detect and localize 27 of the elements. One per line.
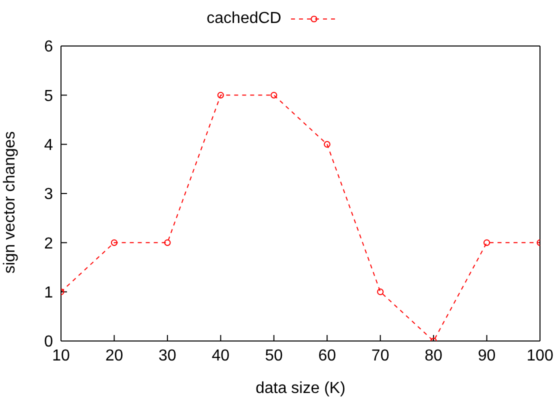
y-tick-label: 4 bbox=[44, 137, 54, 154]
y-tick-label: 3 bbox=[44, 186, 54, 204]
x-tick-label: 10 bbox=[52, 347, 70, 364]
legend-label: cachedCD bbox=[206, 10, 282, 28]
x-tick-label: 50 bbox=[264, 347, 283, 364]
point bbox=[164, 239, 171, 246]
x-tick-label: 100 bbox=[526, 347, 554, 364]
x-tick-label: 90 bbox=[478, 347, 496, 364]
point bbox=[270, 92, 278, 98]
point bbox=[377, 288, 384, 296]
y-tick-label: 2 bbox=[44, 235, 54, 252]
x-tick-label: 20 bbox=[105, 347, 124, 364]
y-tick-label: 5 bbox=[44, 88, 54, 105]
point bbox=[483, 239, 490, 246]
y-axis-title: sign vector changes bbox=[2, 131, 19, 274]
point bbox=[217, 92, 224, 98]
point bbox=[324, 141, 330, 148]
x-tick-label: 80 bbox=[424, 347, 443, 364]
y-tick-label: 1 bbox=[44, 284, 54, 302]
x-tick-label: 30 bbox=[158, 347, 176, 364]
point bbox=[110, 239, 118, 246]
x-tick-label: 40 bbox=[212, 347, 230, 364]
x-tick-label: 60 bbox=[318, 347, 336, 364]
x-axis-title: data size (K) bbox=[256, 380, 346, 397]
x-tick-label: 70 bbox=[371, 347, 390, 364]
y-tick-label: 6 bbox=[44, 38, 54, 56]
y-tick-label: 0 bbox=[44, 334, 54, 351]
